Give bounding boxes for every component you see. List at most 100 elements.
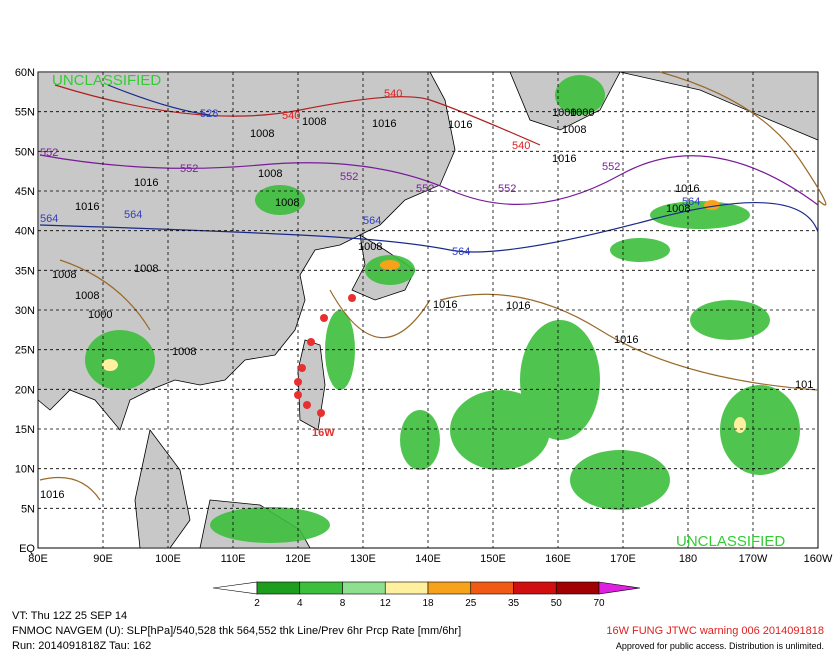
colorbar-end — [598, 581, 641, 595]
contour-label: 1016 — [75, 201, 99, 213]
contour-label: 552 — [602, 161, 620, 173]
colorbar-segment — [384, 581, 429, 595]
colorbar-label: 70 — [593, 598, 605, 609]
run: Run: 2014091818Z Tau: 162 — [12, 640, 151, 652]
contour-label: 564 — [452, 246, 470, 258]
contour-label: 564 — [40, 213, 58, 225]
warning: 16W FUNG JTWC warning 006 2014091818 — [606, 625, 824, 637]
colorbar-segment — [299, 581, 343, 595]
lat-label: 30N — [15, 305, 35, 317]
colorbar-label: 2 — [254, 598, 260, 609]
colorbar-label: 50 — [551, 598, 563, 609]
colorbar-segment — [427, 581, 472, 595]
contour-label: 1016 — [40, 489, 64, 501]
lat-label: 45N — [15, 186, 35, 198]
lat-label: 15N — [15, 424, 35, 436]
colorbar-label: 8 — [340, 598, 346, 609]
contour-label: 1008 — [275, 197, 299, 209]
lon-label: 80E — [28, 553, 48, 565]
lon-label: 170E — [610, 553, 636, 565]
lon-label: 110E — [221, 553, 246, 565]
contour-label: 564 — [682, 196, 700, 208]
contour-label: 1016 — [675, 183, 699, 195]
contour-label: 552 — [40, 147, 58, 159]
lon-label: 150E — [480, 553, 506, 565]
contour-label: 1016 — [506, 300, 530, 312]
colorbar-segment — [256, 581, 301, 595]
contour-label: 101 — [795, 379, 813, 391]
contour-label: 564 — [363, 215, 381, 227]
contour-label: 1008 — [75, 290, 99, 302]
lat-label: 5N — [21, 503, 35, 515]
lat-label: 60N — [15, 67, 35, 79]
lon-label: 120E — [285, 553, 311, 565]
lat-label: 35N — [15, 265, 35, 277]
classification-bottom: UNCLASSIFIED — [676, 533, 785, 550]
contour-label: 1008 — [258, 168, 282, 180]
contour-labels: 540 540 540 528 552 552 552 552 552 552 564 564 564 5… — [40, 88, 813, 501]
lon-label: 90E — [93, 553, 113, 565]
contour-label: 1016 — [614, 334, 638, 346]
lon-label: 100E — [155, 553, 181, 565]
colorbar-label: 18 — [422, 598, 434, 609]
colorbar-label: 4 — [297, 598, 303, 609]
contour-label: 1016 — [433, 299, 457, 311]
contour-label: 1008 — [358, 241, 382, 253]
contour-label: 1008 — [666, 203, 690, 215]
contour-label: 1000 — [552, 107, 576, 119]
precipitation — [85, 75, 800, 543]
lon-label: 160W — [804, 553, 833, 565]
colorbar-segment — [555, 581, 600, 595]
contour-label: 1008 — [562, 124, 586, 136]
contour-label: 1000 — [88, 309, 112, 321]
lat-label: EQ — [19, 543, 35, 555]
contour-label: 1000 — [570, 107, 594, 119]
lat-label: 55N — [15, 107, 35, 119]
lon-label: 140E — [415, 553, 441, 565]
contour-label: 552 — [498, 183, 516, 195]
contour-label: 1016 — [552, 153, 576, 165]
storm-track — [294, 294, 356, 417]
lat-label: 40N — [15, 226, 35, 238]
colorbar-segment — [513, 581, 557, 595]
graticule: EQ 5N 10N 15N 20N 25N 30N 35N 40N 45N 50N 55N 60N 80E… — [15, 67, 833, 565]
contour-label: 1008 — [134, 263, 158, 275]
contour-label: 564 — [124, 209, 142, 221]
contour-label: 1008 — [172, 346, 196, 358]
contour-label: 1016 — [134, 177, 158, 189]
lat-label: 25N — [15, 345, 35, 357]
valid-time: VT: Thu 12Z 25 SEP 14 — [12, 610, 127, 622]
colorbar-segment — [342, 581, 386, 595]
colorbar-segment — [470, 581, 514, 595]
lat-label: 10N — [15, 464, 35, 476]
contour-label: 552 — [340, 171, 358, 183]
contour-label: 540 — [384, 88, 402, 100]
lat-label: 20N — [15, 384, 35, 396]
contour-label: 1016 — [448, 119, 472, 131]
lon-label: 160E — [545, 553, 571, 565]
colorbar-end — [212, 581, 258, 595]
colorbar-label: 12 — [380, 598, 392, 609]
contour-label: 552 — [180, 163, 198, 175]
classification-top: UNCLASSIFIED — [52, 72, 161, 89]
contour-label: 552 — [416, 183, 434, 195]
contour-label: 1008 — [302, 116, 326, 128]
colorbar-label: 25 — [465, 598, 477, 609]
storm-label: 16W — [312, 427, 335, 439]
lon-label: 170W — [739, 553, 768, 565]
contour-label: 528 — [200, 108, 218, 120]
contour-label: 1008 — [52, 269, 76, 281]
product: FNMOC NAVGEM (U): SLP[hPa]/540,528 thk 5… — [12, 625, 461, 637]
contour-label: 1016 — [372, 118, 396, 130]
lon-label: 180 — [679, 553, 697, 565]
colorbar: 2 4 8 12 18 25 35 50 70 — [212, 581, 641, 609]
contour-label: 1008 — [250, 128, 274, 140]
lon-label: 130E — [350, 553, 376, 565]
contour-label: 540 — [512, 140, 530, 152]
colorbar-label: 35 — [508, 598, 520, 609]
contour-label: 540 — [282, 110, 300, 122]
release: Approved for public access. Distribution… — [616, 641, 824, 651]
lat-label: 50N — [15, 146, 35, 158]
